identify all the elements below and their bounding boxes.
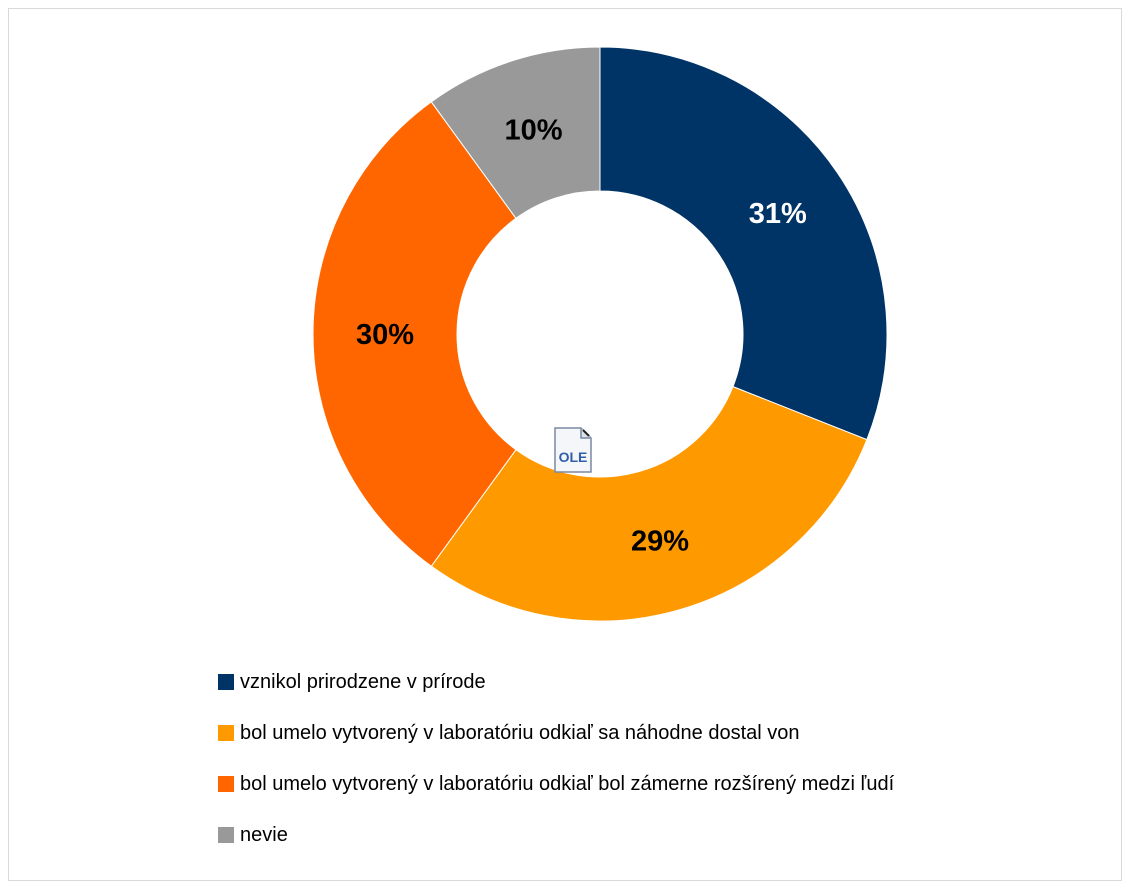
donut-slice-1 — [599, 46, 888, 441]
legend-item-3: bol umelo vytvorený v laboratóriu odkiaľ… — [218, 772, 894, 796]
donut-slice-2 — [430, 385, 868, 622]
legend-label-1: vznikol prirodzene v prírode — [240, 670, 486, 693]
donut-slice-3 — [312, 101, 517, 567]
legend-swatch-3 — [218, 776, 234, 792]
ole-document-icon: OLE — [554, 427, 592, 473]
ole-icon-text: OLE — [559, 449, 588, 465]
legend-label-3: bol umelo vytvorený v laboratóriu odkiaľ… — [240, 772, 895, 795]
legend-swatch-1 — [218, 674, 234, 690]
legend-label-2: bol umelo vytvorený v laboratóriu odkiaľ… — [240, 721, 800, 744]
slice-data-label-1: 31% — [749, 198, 807, 230]
donut-slice-4 — [430, 46, 601, 220]
slice-data-label-3: 30% — [356, 319, 414, 351]
legend-label-4: nevie — [240, 823, 288, 846]
legend-item-4: nevie — [218, 823, 894, 847]
legend-item-2: bol umelo vytvorený v laboratóriu odkiaľ… — [218, 721, 894, 745]
legend: vznikol prirodzene v prírode bol umelo vy… — [218, 670, 894, 874]
slice-data-label-4: 10% — [505, 115, 563, 147]
legend-swatch-4 — [218, 827, 234, 843]
legend-swatch-2 — [218, 725, 234, 741]
slice-data-label-2: 29% — [631, 525, 689, 557]
legend-item-1: vznikol prirodzene v prírode — [218, 670, 894, 694]
